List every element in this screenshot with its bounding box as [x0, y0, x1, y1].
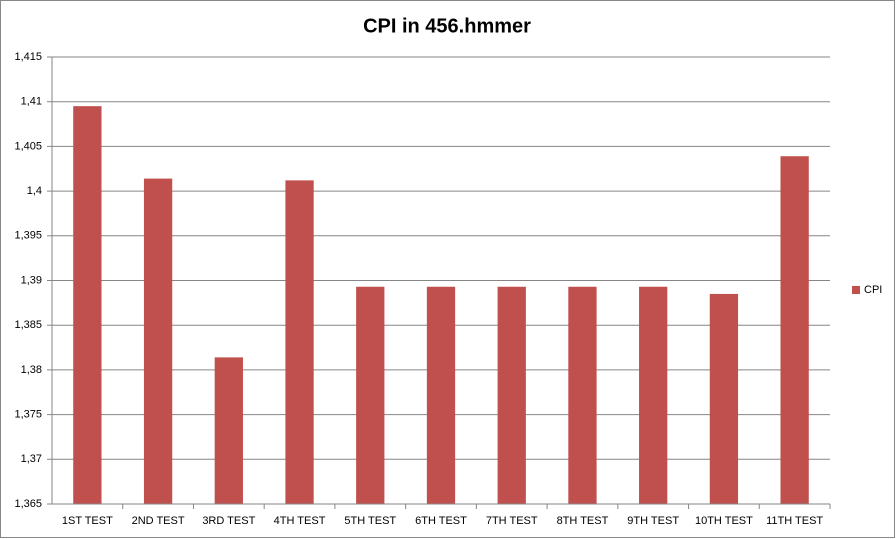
bar: [639, 286, 668, 504]
y-tick-label: 1,4: [27, 185, 42, 197]
y-tick-label: 1,375: [14, 409, 42, 421]
x-tick-label: 10TH TEST: [695, 515, 753, 527]
x-tick-label: 3RD TEST: [202, 515, 255, 527]
y-tick-label: 1,39: [21, 274, 42, 286]
bar: [285, 180, 314, 504]
x-tick-label: 8TH TEST: [557, 515, 609, 527]
legend-swatch: [852, 286, 860, 294]
y-tick-label: 1,385: [14, 319, 42, 331]
y-tick-label: 1,395: [14, 230, 42, 242]
bar: [356, 286, 385, 504]
y-tick-label: 1,365: [14, 498, 42, 510]
y-tick-label: 1,37: [21, 453, 42, 465]
x-tick-label: 9TH TEST: [627, 515, 679, 527]
bar: [143, 178, 173, 505]
bar: [214, 357, 243, 504]
x-tick-label: 5TH TEST: [344, 515, 396, 527]
x-tick-label: 7TH TEST: [486, 515, 538, 527]
bar: [426, 286, 456, 504]
bar: [709, 293, 739, 504]
y-tick-label: 1,41: [21, 96, 42, 108]
x-tick-label: 2ND TEST: [132, 515, 185, 527]
chart-title: CPI in 456.hmmer: [363, 15, 531, 37]
x-tick-label: 11TH TEST: [766, 515, 823, 527]
bar: [73, 106, 102, 505]
bar: [568, 286, 597, 504]
x-tick-label: 4TH TEST: [274, 515, 326, 527]
x-tick-label: 6TH TEST: [415, 515, 467, 527]
y-tick-label: 1,415: [14, 51, 42, 63]
legend-label: CPI: [864, 284, 882, 296]
bar: [497, 286, 526, 504]
y-tick-label: 1,38: [21, 364, 42, 376]
x-tick-label: 1ST TEST: [62, 515, 113, 527]
y-tick-label: 1,405: [14, 140, 42, 152]
bar: [780, 156, 809, 504]
